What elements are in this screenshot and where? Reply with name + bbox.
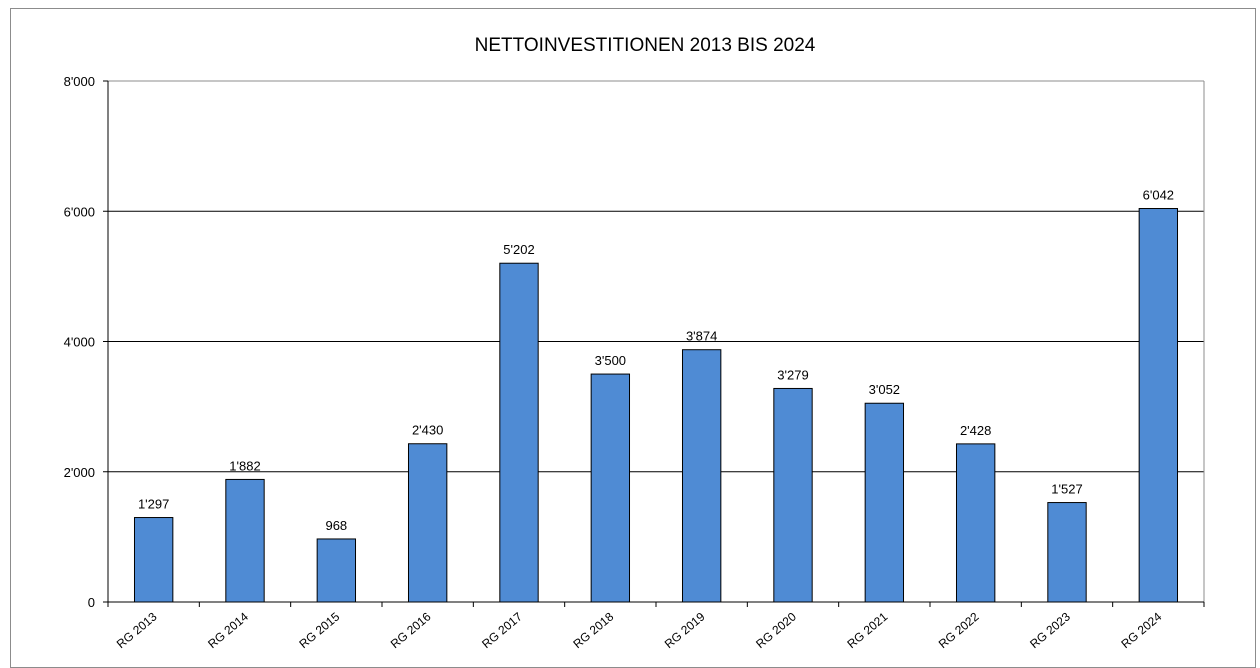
bar-rg-2023 — [1047, 502, 1087, 603]
y-tick-label: 6'000 — [64, 204, 95, 219]
data-label: 3'500 — [595, 353, 626, 368]
y-tick-label: 0 — [88, 595, 95, 610]
data-label: 3'052 — [869, 382, 900, 397]
x-tick-label: RG 2013 — [114, 609, 160, 651]
x-tick-label: RG 2018 — [570, 609, 616, 651]
bar-rg-2020 — [773, 387, 813, 603]
x-tick-label: RG 2021 — [844, 609, 890, 651]
data-label: 1'882 — [229, 458, 260, 473]
bar-rg-2016 — [407, 443, 448, 603]
x-axis-ticks: RG 2013 RG 2014 RG 2015 RG 2016 RG 2017 RG 20… — [107, 602, 1205, 651]
bar-rg-2021 — [864, 402, 905, 603]
bar-rg-2022 — [955, 443, 996, 603]
bar-rg-2014 — [225, 478, 265, 603]
x-tick-label: RG 2020 — [753, 609, 799, 651]
y-axis-ticks: 0 2'000 4'000 6'000 8'000 — [64, 74, 108, 610]
bar-rg-2019 — [681, 349, 722, 603]
x-tick-label: RG 2023 — [1027, 609, 1073, 651]
bars — [133, 208, 1179, 603]
gridlines — [108, 80, 1204, 473]
chart-title: NETTOINVESTITIONEN 2013 BIS 2024 — [475, 35, 816, 56]
x-tick-label: RG 2022 — [936, 609, 982, 651]
bar-rg-2017 — [499, 262, 539, 603]
x-tick-label: RG 2024 — [1118, 609, 1164, 651]
data-label: 3'279 — [777, 367, 808, 382]
data-label: 2'430 — [412, 423, 443, 438]
data-labels: 1'297 1'882 968 2'430 5'202 3'500 3'874 3'279 3'… — [138, 188, 1174, 533]
bar-rg-2024 — [1138, 208, 1179, 603]
x-tick-label: RG 2017 — [479, 609, 525, 651]
x-tick-label: RG 2019 — [662, 609, 708, 651]
data-label: 5'202 — [503, 242, 534, 257]
data-label: 2'428 — [960, 423, 991, 438]
x-tick-label: RG 2016 — [388, 609, 434, 651]
x-tick-label: RG 2014 — [205, 609, 251, 651]
y-tick-label: 2'000 — [64, 465, 95, 480]
data-label: 968 — [325, 518, 347, 533]
data-label: 3'874 — [686, 329, 717, 344]
bar-rg-2018 — [590, 373, 631, 603]
x-tick-label: RG 2015 — [296, 609, 342, 651]
data-label: 1'527 — [1051, 482, 1082, 497]
bar-rg-2015 — [316, 538, 357, 603]
y-tick-label: 4'000 — [64, 335, 95, 350]
bar-rg-2013 — [133, 517, 174, 603]
data-label: 1'297 — [138, 497, 169, 512]
y-tick-label: 8'000 — [64, 74, 95, 89]
data-label: 6'042 — [1143, 188, 1174, 203]
